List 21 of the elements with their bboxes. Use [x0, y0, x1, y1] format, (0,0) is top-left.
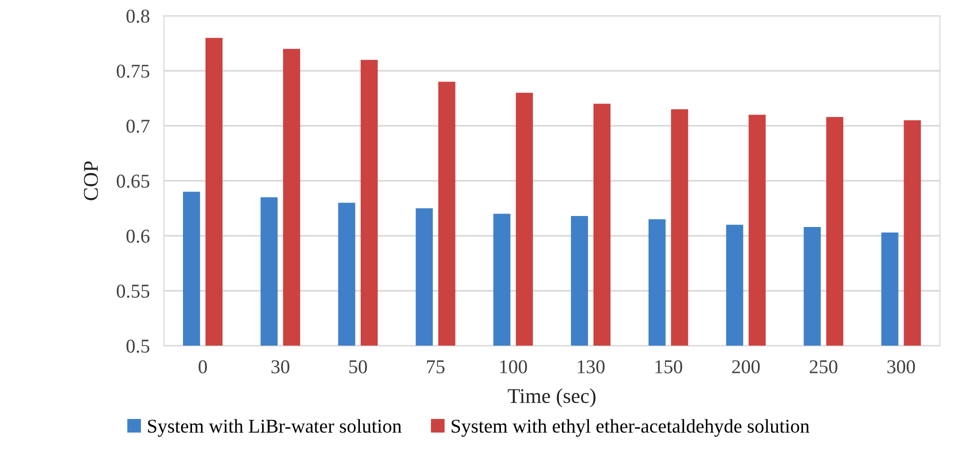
x-axis-title: Time (sec): [508, 388, 596, 408]
y-tick-label: 0.65: [116, 174, 150, 188]
x-tick-label: 200: [732, 360, 760, 374]
x-tick-label: 30: [272, 360, 290, 374]
x-tick-label: 300: [887, 360, 915, 374]
x-tick-label: 150: [655, 360, 682, 374]
x-tick-label: 75: [427, 360, 445, 374]
x-tick-label: 100: [500, 360, 527, 374]
y-tick-label: 0.6: [126, 230, 150, 243]
y-tick-label: 0.8: [126, 10, 150, 23]
y-axis-title: COP: [84, 161, 98, 200]
y-tick-label: 0.5: [126, 340, 150, 353]
x-tick-label: 50: [349, 360, 367, 374]
y-tick-label: 0.55: [116, 284, 150, 298]
legend-label: System with LiBr-water solution: [148, 419, 402, 437]
y-tick-label: 0.75: [116, 64, 150, 78]
x-tick-label: 130: [578, 360, 605, 374]
x-tick-label: 0: [198, 360, 207, 374]
x-tick-label: 250: [810, 360, 838, 374]
legend-label: System with ethyl ether-acetaldehyde solution: [452, 419, 810, 437]
y-tick-label: 0.7: [126, 120, 150, 133]
